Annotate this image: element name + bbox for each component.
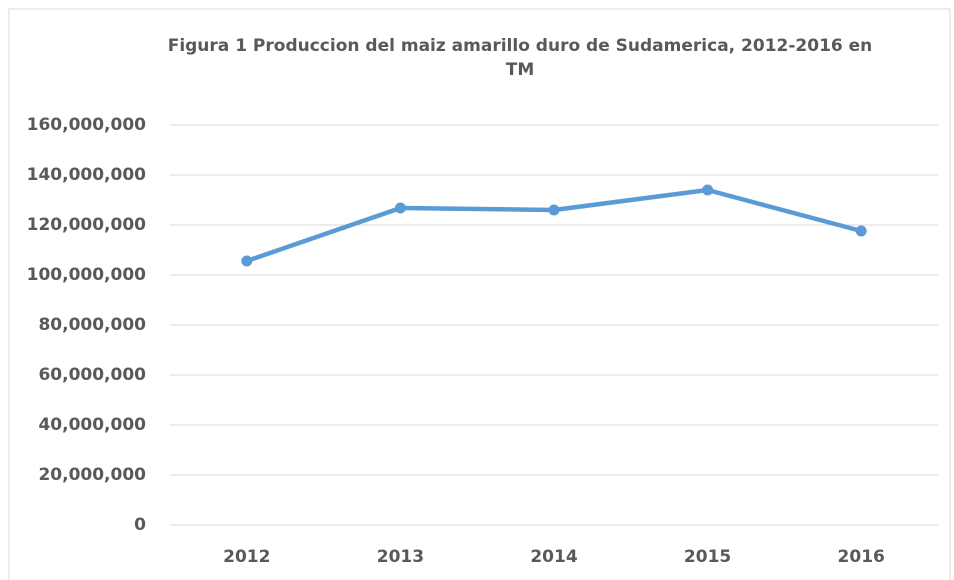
y-tick-label: 160,000,000 <box>27 115 147 135</box>
y-tick-label: 0 <box>134 515 146 535</box>
point <box>241 255 253 267</box>
point <box>394 202 406 214</box>
y-tick-label: 40,000,000 <box>38 415 146 435</box>
chart-frame <box>8 8 951 580</box>
y-tick-label: 20,000,000 <box>38 465 146 485</box>
x-tick-label: 2013 <box>377 547 424 567</box>
x-tick-label: 2014 <box>530 547 577 567</box>
chart-title: Figura 1 Produccion del maiz amarillo du… <box>168 36 873 80</box>
y-tick-label: 120,000,000 <box>27 215 147 235</box>
y-tick-label: 140,000,000 <box>27 165 147 185</box>
y-tick-label: 80,000,000 <box>38 315 146 335</box>
point <box>855 225 867 237</box>
x-tick-label: 2015 <box>684 547 731 567</box>
x-tick-label: 2016 <box>838 547 885 567</box>
y-tick-label: 60,000,000 <box>38 365 146 385</box>
y-tick-label: 100,000,000 <box>27 265 147 285</box>
point <box>548 204 560 216</box>
x-tick-label: 2012 <box>223 547 270 567</box>
point <box>702 184 714 196</box>
